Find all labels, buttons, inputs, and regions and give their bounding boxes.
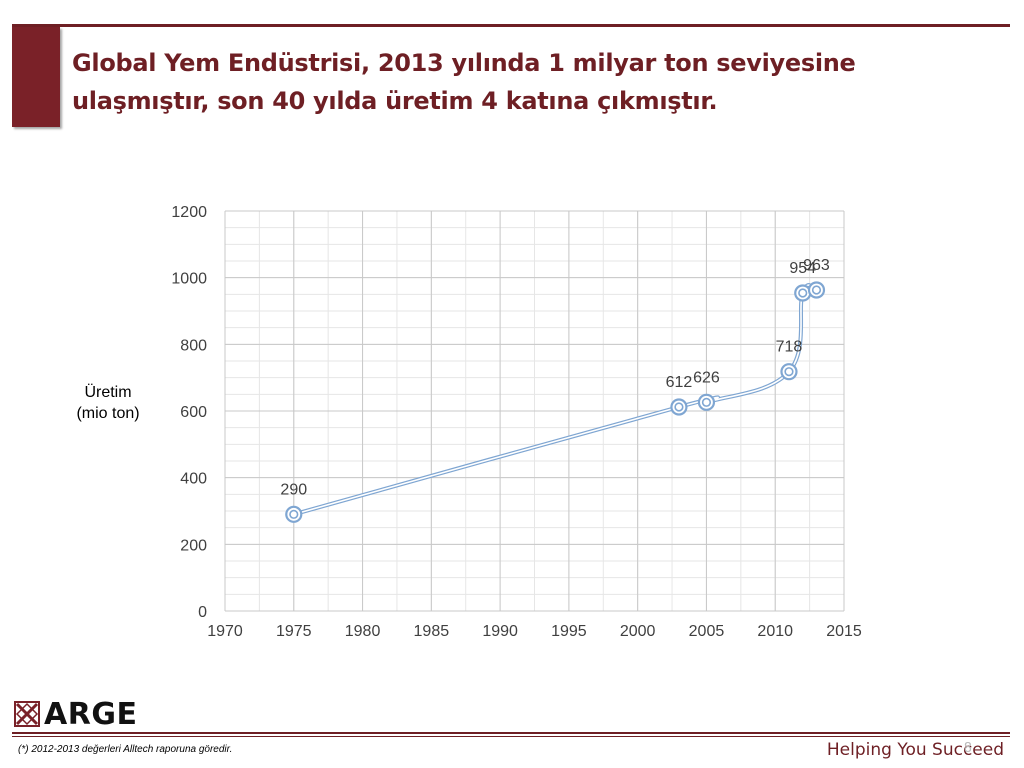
- footnote: (*) 2012-2013 değerleri Alltech raporuna…: [18, 744, 233, 755]
- x-tick-label: 2000: [620, 623, 656, 640]
- bottom-rule: [12, 732, 1010, 734]
- slide-title-line-2: ulaşmıştır, son 40 yılda üretim 4 katına…: [72, 87, 718, 115]
- y-axis-title-line-2: (mio ton): [76, 405, 140, 422]
- title-accent-block: [12, 27, 60, 127]
- data-point: [285, 505, 303, 523]
- data-point-inner: [289, 509, 299, 519]
- x-tick-label: 1975: [276, 623, 312, 640]
- y-tick-label: 1200: [171, 204, 207, 221]
- data-label: 954: [789, 260, 816, 277]
- x-tick-label: 2005: [689, 623, 725, 640]
- series-line-outer: [293, 283, 818, 517]
- y-tick-label: 200: [180, 537, 207, 554]
- x-tick-label: 2010: [757, 623, 793, 640]
- data-point-inner: [674, 402, 684, 412]
- x-tick-label: 1990: [482, 623, 518, 640]
- data-label: 290: [280, 481, 307, 498]
- y-tick-label: 800: [180, 337, 207, 354]
- top-rule: [12, 24, 1010, 27]
- data-point-inner: [811, 285, 822, 295]
- data-label: 718: [776, 339, 803, 356]
- y-tick-label: 400: [180, 471, 207, 488]
- data-label: 626: [693, 369, 720, 386]
- production-line-chart: 1970 1975 1980 1985 1990 1995 2000 2005 2010 2015…: [171, 204, 862, 640]
- x-tick-label: 1985: [414, 623, 450, 640]
- slide-title: Global Yem Endüstrisi, 2013 yılında 1 mi…: [72, 44, 972, 120]
- tagline: Helping You Succeed: [826, 740, 1004, 760]
- data-point: [780, 363, 798, 381]
- y-axis-title: Üretim (mio ton): [60, 382, 156, 424]
- y-axis-title-line-1: Üretim: [84, 384, 132, 401]
- x-tick-label: 2015: [826, 623, 862, 640]
- data-point: [794, 284, 812, 302]
- logo-text: ARGE: [44, 696, 138, 732]
- data-point: [697, 393, 716, 411]
- y-tick-label: 600: [180, 404, 207, 421]
- slide-title-line-1: Global Yem Endüstrisi, 2013 yılında 1 mi…: [72, 49, 856, 77]
- bottom-rule-thin: [12, 736, 1010, 737]
- data-label: 963: [803, 257, 830, 274]
- data-point: [807, 281, 826, 299]
- page-number: 8: [963, 741, 972, 756]
- data-point-inner: [701, 397, 712, 407]
- data-point: [670, 398, 688, 416]
- data-label: 612: [666, 374, 693, 391]
- arge-logo: ARGE: [14, 696, 138, 732]
- arge-logo-icon: [14, 701, 40, 727]
- series-line-inner: [293, 284, 817, 516]
- x-tick-label: 1980: [345, 623, 381, 640]
- data-point-inner: [798, 288, 808, 298]
- y-tick-label: 1000: [171, 271, 207, 288]
- x-tick-label: 1970: [207, 623, 243, 640]
- data-point-inner: [784, 367, 794, 377]
- x-tick-label: 1995: [551, 623, 587, 640]
- y-tick-label: 0: [198, 604, 207, 621]
